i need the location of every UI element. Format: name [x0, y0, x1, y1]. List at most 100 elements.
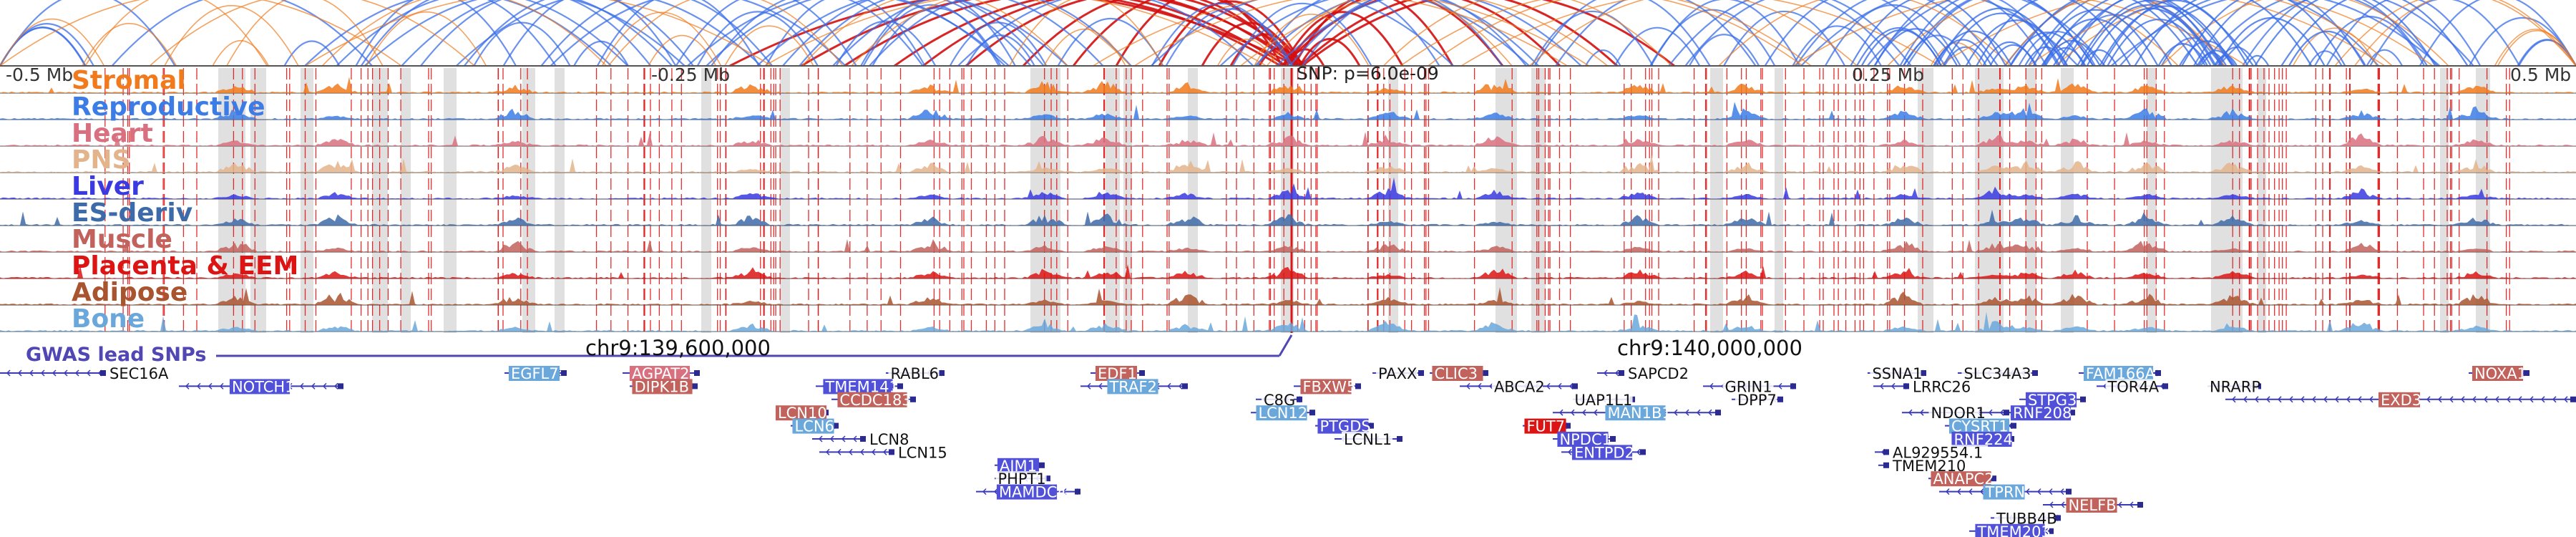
interaction-arc — [2334, 0, 2576, 67]
interaction-arc — [1874, 28, 1958, 67]
chromosome-labels: chr9:139,600,000 chr9:140,000,000 — [585, 336, 1802, 360]
gene-strand-chevron — [2552, 396, 2557, 403]
interaction-arc — [1276, 0, 1582, 67]
interaction-arc — [2024, 46, 2068, 67]
interaction-arc — [84, 0, 268, 67]
track-label: Liver — [72, 172, 144, 201]
interaction-arc — [111, 0, 373, 67]
interaction-arc — [832, 0, 1104, 67]
interaction-arc — [1933, 39, 1993, 67]
interaction-arc — [1528, 0, 1858, 67]
interaction-arc — [1302, 0, 1503, 67]
interaction-arc — [696, 11, 819, 67]
gene-label-bg — [1605, 405, 1666, 421]
track-signal-5 — [0, 209, 2576, 226]
gene-label-bg — [1107, 379, 1158, 395]
interaction-arcs — [0, 0, 2576, 67]
gene-strand-chevron — [74, 369, 79, 377]
gene-label-bg — [1256, 405, 1307, 421]
interaction-arc — [2009, 0, 2199, 67]
gene-strand-chevron — [2540, 396, 2545, 403]
highlight-band — [701, 68, 711, 333]
interaction-arc — [1792, 0, 2247, 67]
gene-label: LCNL1 — [1344, 431, 1392, 448]
axis-label-mid-right: 0.25 Mb — [1852, 64, 1924, 85]
gene-label-bg — [1948, 418, 2010, 434]
gene-exon — [1355, 383, 1361, 390]
gene-strand-chevron — [1636, 448, 1641, 455]
track-label: Heart — [72, 119, 153, 148]
highlight-band — [1188, 68, 1198, 333]
gene-strand-chevron — [299, 382, 304, 390]
gene-label-bg — [867, 432, 909, 447]
gene-strand-chevron — [1477, 382, 1482, 390]
gene-strand-chevron — [1673, 409, 1678, 416]
gene-label: LCN15 — [898, 444, 947, 461]
interaction-arc — [1936, 7, 2066, 67]
interaction-arc — [2041, 0, 2233, 67]
highlight-band — [2476, 68, 2490, 333]
gene-exon — [2524, 370, 2529, 376]
gene-label: EGFL7 — [511, 365, 559, 382]
interaction-arc — [1286, 48, 1325, 67]
gene-label: ABCA2 — [1494, 378, 1545, 395]
gene-strand-chevron — [1086, 382, 1091, 390]
gene-exon — [2162, 383, 2168, 390]
gene-label: TOR4A — [2107, 378, 2159, 395]
interaction-arc — [729, 0, 1297, 67]
gene-strand-chevron — [2243, 396, 2248, 403]
interaction-arc — [1903, 34, 1972, 67]
interaction-arc — [706, 0, 1006, 67]
highlight-band — [2147, 68, 2157, 333]
axis-label-snp: SNP: p=6.0e-09 — [1297, 63, 1439, 84]
gene-label-bg — [1341, 432, 1393, 447]
gene-label-bg — [997, 458, 1040, 473]
gene-exon — [1777, 396, 1783, 402]
gene-strand-chevron — [1777, 382, 1782, 390]
interaction-arc — [724, 25, 814, 67]
interaction-arc — [851, 0, 1131, 67]
track-label: Placenta & EEM — [72, 251, 298, 281]
track-signal-7 — [0, 264, 2576, 279]
gene-strand-chevron — [2323, 396, 2328, 403]
gene-exon — [1039, 462, 1045, 468]
track-signal-4 — [0, 177, 2576, 199]
highlight-band — [1918, 68, 1933, 333]
gene-strand-chevron — [836, 448, 841, 455]
gene-strand-chevron — [2357, 396, 2362, 403]
axis-label-mid-left: -0.25 Mb — [651, 64, 730, 85]
gene-strand-chevron — [29, 369, 34, 377]
gene-label-bg — [888, 366, 940, 381]
gene-strand-chevron — [2346, 396, 2351, 403]
gene-strand-chevron — [1098, 382, 1103, 390]
highlight-band — [1710, 68, 1723, 333]
gene-exon — [1619, 370, 1624, 376]
interaction-arc — [0, 18, 105, 67]
gene-label: LCN6 — [794, 418, 834, 435]
interaction-arc — [226, 0, 384, 67]
gene-strand-chevron — [1979, 488, 1984, 495]
gene-exon — [833, 422, 839, 429]
gene-exon — [1368, 422, 1374, 429]
gene-exon — [2066, 488, 2072, 495]
gene-label: DPP7 — [1737, 392, 1777, 409]
gene-strand-chevron — [219, 382, 224, 390]
interaction-arc — [1688, 34, 1760, 67]
interaction-arc — [1982, 41, 2036, 67]
highlight-band — [444, 68, 457, 333]
track-signal-1 — [0, 102, 2576, 120]
track-signal-2 — [0, 132, 2576, 146]
gene-exon — [1565, 422, 1571, 429]
interaction-arc — [1282, 11, 1404, 67]
gene-label-bg — [1870, 366, 1921, 381]
interaction-arc — [957, 0, 1254, 67]
interaction-arc — [82, 23, 177, 67]
gene-exon — [1182, 383, 1188, 390]
interaction-arc — [0, 0, 402, 67]
gene-label-bg — [1722, 379, 1774, 395]
interaction-arc — [1231, 2, 1372, 67]
interaction-arc — [305, 0, 772, 67]
gene-strand-chevron — [2254, 396, 2259, 403]
gene-exon — [2055, 515, 2061, 521]
interaction-arc — [1240, 0, 1609, 67]
